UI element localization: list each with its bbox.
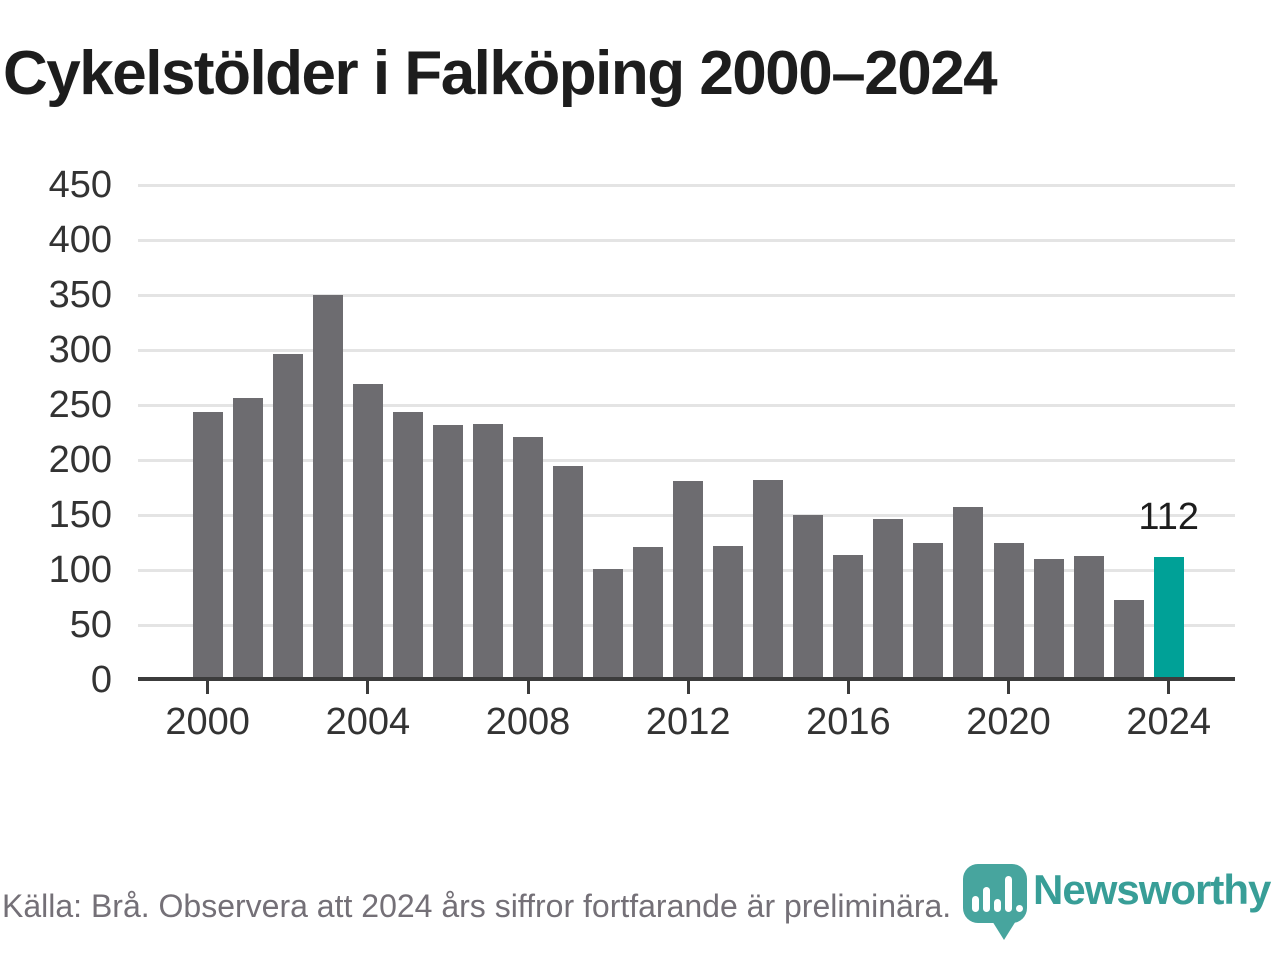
bar-2003 bbox=[312, 295, 343, 680]
pin-chart-bar bbox=[972, 896, 979, 912]
gridline-250 bbox=[138, 403, 1235, 407]
newsworthy-wordmark: Newsworthy bbox=[1033, 866, 1271, 913]
x-tick-label-2016: 2016 bbox=[806, 701, 891, 743]
x-tick-label-2004: 2004 bbox=[325, 701, 411, 743]
bar-2015 bbox=[793, 515, 824, 680]
gridline-200 bbox=[138, 458, 1235, 462]
bar-2012 bbox=[673, 480, 704, 680]
x-tick-2000 bbox=[206, 681, 210, 694]
y-tick-label-300: 300 bbox=[48, 329, 112, 371]
bar-2002 bbox=[272, 354, 303, 680]
x-tick-label-2008: 2008 bbox=[485, 701, 571, 743]
bar-2024 bbox=[1153, 556, 1184, 680]
x-tick-label-2000: 2000 bbox=[165, 701, 250, 743]
x-tick-2012 bbox=[686, 681, 690, 694]
gridline-450 bbox=[138, 183, 1235, 187]
y-tick-label-50: 50 bbox=[69, 604, 112, 646]
source-note: Källa: Brå. Observera att 2024 års siffr… bbox=[2, 888, 952, 924]
x-tick-label-2024: 2024 bbox=[1126, 701, 1211, 743]
bar-2013 bbox=[713, 545, 744, 680]
bar-2009 bbox=[553, 465, 584, 680]
x-tick-2024 bbox=[1167, 681, 1171, 694]
y-tick-label-350: 350 bbox=[48, 274, 112, 316]
x-tick-2016 bbox=[846, 681, 850, 694]
bar-2019 bbox=[953, 507, 984, 680]
highlight-value-label: 112 bbox=[1138, 495, 1199, 538]
x-tick-2004 bbox=[366, 681, 370, 694]
bar-2018 bbox=[913, 542, 944, 680]
y-tick-label-400: 400 bbox=[48, 219, 112, 261]
newsworthy-pin-icon bbox=[963, 864, 1027, 923]
plot-area: 112 bbox=[138, 183, 1235, 680]
pin-chart-bar bbox=[1005, 876, 1012, 912]
bar-2008 bbox=[513, 436, 544, 680]
bar-2023 bbox=[1113, 599, 1144, 680]
bar-2010 bbox=[593, 568, 624, 680]
y-tick-label-0: 0 bbox=[90, 659, 112, 701]
x-tick-2020 bbox=[1007, 681, 1011, 694]
bar-2007 bbox=[472, 423, 503, 680]
pin-chart-dot bbox=[1016, 905, 1023, 912]
x-tick-label-2012: 2012 bbox=[645, 701, 731, 743]
x-tick-2008 bbox=[526, 681, 530, 694]
y-tick-label-150: 150 bbox=[48, 494, 112, 536]
bar-2022 bbox=[1073, 555, 1104, 680]
y-tick-label-100: 100 bbox=[48, 549, 112, 591]
y-tick-label-250: 250 bbox=[48, 384, 112, 426]
bar-2005 bbox=[392, 411, 423, 680]
gridline-300 bbox=[138, 348, 1235, 352]
bar-2011 bbox=[633, 546, 664, 680]
pin-chart-bar bbox=[994, 899, 1001, 912]
gridline-400 bbox=[138, 238, 1235, 242]
bar-2000 bbox=[192, 411, 223, 680]
bar-2017 bbox=[873, 519, 904, 680]
chart-title: Cykelstölder i Falköping 2000–2024 bbox=[3, 39, 998, 108]
y-tick-label-200: 200 bbox=[48, 439, 112, 481]
bar-2004 bbox=[352, 384, 383, 680]
bar-2016 bbox=[833, 554, 864, 680]
y-tick-label-450: 450 bbox=[48, 164, 112, 206]
newsworthy-pin-tail bbox=[989, 916, 1019, 940]
x-axis-line bbox=[138, 677, 1235, 681]
pin-chart-bar bbox=[983, 887, 990, 912]
bar-2014 bbox=[753, 479, 784, 680]
bar-2021 bbox=[1033, 559, 1064, 680]
bar-2001 bbox=[232, 398, 263, 680]
gridline-350 bbox=[138, 293, 1235, 297]
bar-2020 bbox=[993, 542, 1024, 680]
bar-2006 bbox=[432, 424, 463, 680]
x-tick-label-2020: 2020 bbox=[966, 701, 1051, 743]
